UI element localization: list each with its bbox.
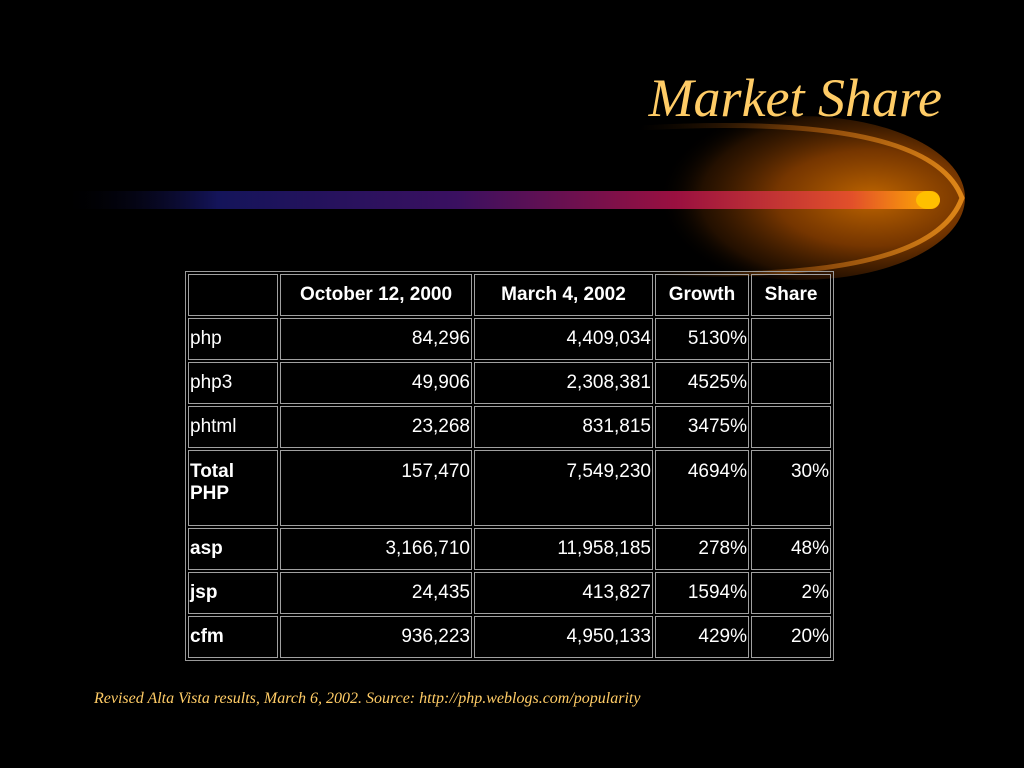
cell-october: 84,296 bbox=[280, 318, 472, 360]
cell-march: 413,827 bbox=[474, 572, 653, 614]
table-row: php3 49,906 2,308,381 4525% bbox=[188, 362, 831, 404]
cell-october: 936,223 bbox=[280, 616, 472, 658]
table-row: jsp 24,435 413,827 1594% 2% bbox=[188, 572, 831, 614]
source-footnote: Revised Alta Vista results, March 6, 200… bbox=[94, 690, 641, 707]
cell-march: 11,958,185 bbox=[474, 528, 653, 570]
cell-growth: 4525% bbox=[655, 362, 749, 404]
cell-october: 24,435 bbox=[280, 572, 472, 614]
row-label: asp bbox=[188, 528, 278, 570]
comet-tail bbox=[60, 191, 940, 209]
header-cell-label bbox=[188, 274, 278, 316]
table-row: cfm 936,223 4,950,133 429% 20% bbox=[188, 616, 831, 658]
cell-growth: 5130% bbox=[655, 318, 749, 360]
header-cell-share: Share bbox=[751, 274, 831, 316]
cell-share: 48% bbox=[751, 528, 831, 570]
table-row: Total PHP 157,470 7,549,230 4694% 30% bbox=[188, 450, 831, 526]
cell-share bbox=[751, 362, 831, 404]
cell-growth: 4694% bbox=[655, 450, 749, 526]
cell-march: 4,409,034 bbox=[474, 318, 653, 360]
header-cell-october: October 12, 2000 bbox=[280, 274, 472, 316]
cell-growth: 278% bbox=[655, 528, 749, 570]
cell-share bbox=[751, 318, 831, 360]
comet-glow bbox=[635, 116, 965, 280]
cell-october: 23,268 bbox=[280, 406, 472, 448]
cell-october: 49,906 bbox=[280, 362, 472, 404]
table-row: phtml 23,268 831,815 3475% bbox=[188, 406, 831, 448]
table-row: php 84,296 4,409,034 5130% bbox=[188, 318, 831, 360]
row-label: phtml bbox=[188, 406, 278, 448]
cell-growth: 1594% bbox=[655, 572, 749, 614]
cell-growth: 429% bbox=[655, 616, 749, 658]
slide-title: Market Share bbox=[648, 68, 942, 128]
header-cell-march: March 4, 2002 bbox=[474, 274, 653, 316]
cell-share: 2% bbox=[751, 572, 831, 614]
comet-head bbox=[916, 191, 940, 209]
cell-march: 4,950,133 bbox=[474, 616, 653, 658]
row-label: jsp bbox=[188, 572, 278, 614]
row-label: php bbox=[188, 318, 278, 360]
cell-march: 7,549,230 bbox=[474, 450, 653, 526]
row-label: Total PHP bbox=[188, 450, 278, 526]
header-cell-growth: Growth bbox=[655, 274, 749, 316]
cell-share bbox=[751, 406, 831, 448]
cell-share: 20% bbox=[751, 616, 831, 658]
cell-share: 30% bbox=[751, 450, 831, 526]
cell-march: 831,815 bbox=[474, 406, 653, 448]
row-label: php3 bbox=[188, 362, 278, 404]
market-share-table: October 12, 2000 March 4, 2002 Growth Sh… bbox=[185, 271, 834, 661]
cell-growth: 3475% bbox=[655, 406, 749, 448]
cell-october: 3,166,710 bbox=[280, 528, 472, 570]
table-header-row: October 12, 2000 March 4, 2002 Growth Sh… bbox=[188, 274, 831, 316]
table-row: asp 3,166,710 11,958,185 278% 48% bbox=[188, 528, 831, 570]
cell-october: 157,470 bbox=[280, 450, 472, 526]
row-label: cfm bbox=[188, 616, 278, 658]
cell-march: 2,308,381 bbox=[474, 362, 653, 404]
comet-glow-ring bbox=[639, 122, 965, 277]
